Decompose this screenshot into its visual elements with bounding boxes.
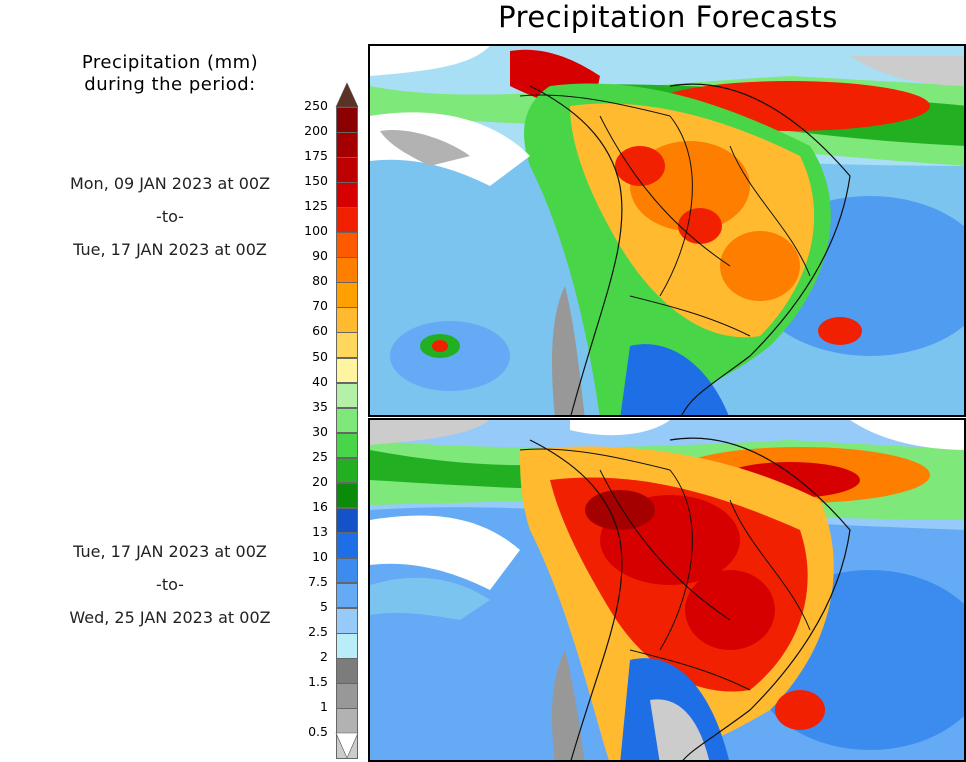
colorbar-label: 13 — [312, 523, 328, 539]
colorbar-box-10 — [336, 357, 358, 384]
forecast-map-period-2 — [368, 418, 966, 762]
colorbar-box-8 — [336, 307, 358, 333]
legend-heading: Precipitation (mm) during the period: — [20, 52, 320, 96]
colorbar-box-5 — [336, 232, 358, 258]
period-1-separator: -to- — [156, 207, 184, 226]
period-1-end: Tue, 17 JAN 2023 at 00Z — [73, 240, 267, 259]
colorbar-box-2 — [336, 157, 358, 183]
colorbar-box-25 — [336, 733, 358, 759]
colorbar-label: 0.5 — [308, 724, 328, 740]
colorbar-box-20 — [336, 608, 358, 634]
colorbar-label: 35 — [312, 398, 328, 414]
colorbar-label: 90 — [312, 248, 328, 264]
colorbar-label: 100 — [304, 223, 328, 239]
map-svg-1 — [370, 46, 964, 415]
colorbar-label: 200 — [304, 123, 328, 139]
forecast-map-period-1 — [368, 44, 966, 417]
colorbar-label: 70 — [312, 298, 328, 314]
colorbar-box-17 — [336, 532, 358, 559]
colorbar-box-12 — [336, 407, 358, 434]
colorbar-over-arrow — [335, 82, 359, 108]
colorbar-label: 1 — [320, 699, 328, 715]
colorbar-label: 20 — [312, 473, 328, 489]
colorbar-box-22 — [336, 658, 358, 684]
colorbar-label: 1.5 — [308, 674, 328, 690]
period-2-start: Tue, 17 JAN 2023 at 00Z — [73, 542, 267, 561]
colorbar-box-13 — [336, 432, 358, 459]
colorbar-label: 175 — [304, 148, 328, 164]
colorbar-label: 250 — [304, 98, 328, 113]
colorbar-box-7 — [336, 282, 358, 308]
colorbar-label: 2 — [320, 649, 328, 665]
legend-heading-line1: Precipitation (mm) — [81, 52, 259, 73]
colorbar-box-6 — [336, 257, 358, 283]
colorbar-label: 50 — [312, 348, 328, 364]
colorbar-label: 125 — [304, 198, 328, 214]
colorbar-box-19 — [336, 582, 358, 609]
colorbar-label: 80 — [312, 273, 328, 289]
colorbar-label: 40 — [312, 373, 328, 389]
colorbar-box-15 — [336, 482, 358, 509]
colorbar-box-0 — [336, 107, 358, 133]
colorbar-box-4 — [336, 207, 358, 233]
colorbar-box-11 — [336, 382, 358, 409]
colorbar-box-24 — [336, 708, 358, 734]
colorbar-label: 2.5 — [308, 624, 328, 640]
colorbar-box-1 — [336, 132, 358, 158]
colorbar-box-3 — [336, 182, 358, 208]
colorbar-box-16 — [336, 507, 358, 534]
period-1-start: Mon, 09 JAN 2023 at 00Z — [69, 174, 271, 193]
colorbar-box-14 — [336, 457, 358, 484]
colorbar-label: 60 — [312, 323, 328, 339]
colorbar-box-18 — [336, 557, 358, 584]
colorbar-label: 10 — [312, 548, 328, 564]
period-2-end: Wed, 25 JAN 2023 at 00Z — [69, 608, 271, 627]
colorbar-label: 150 — [304, 173, 328, 189]
colorbar-label: 25 — [312, 448, 328, 464]
colorbar-box-21 — [336, 633, 358, 659]
colorbar-box-9 — [336, 332, 358, 358]
map-svg-2 — [370, 420, 964, 760]
colorbar-label: 30 — [312, 423, 328, 439]
legend-heading-line2: during the period: — [84, 74, 256, 95]
period-2-separator: -to- — [156, 575, 184, 594]
colorbar-box-23 — [336, 683, 358, 709]
colorbar-label: 7.5 — [308, 573, 328, 589]
chart-title: Precipitation Forecasts — [498, 0, 838, 34]
colorbar-label: 16 — [312, 498, 328, 514]
colorbar-label: 5 — [320, 599, 328, 614]
